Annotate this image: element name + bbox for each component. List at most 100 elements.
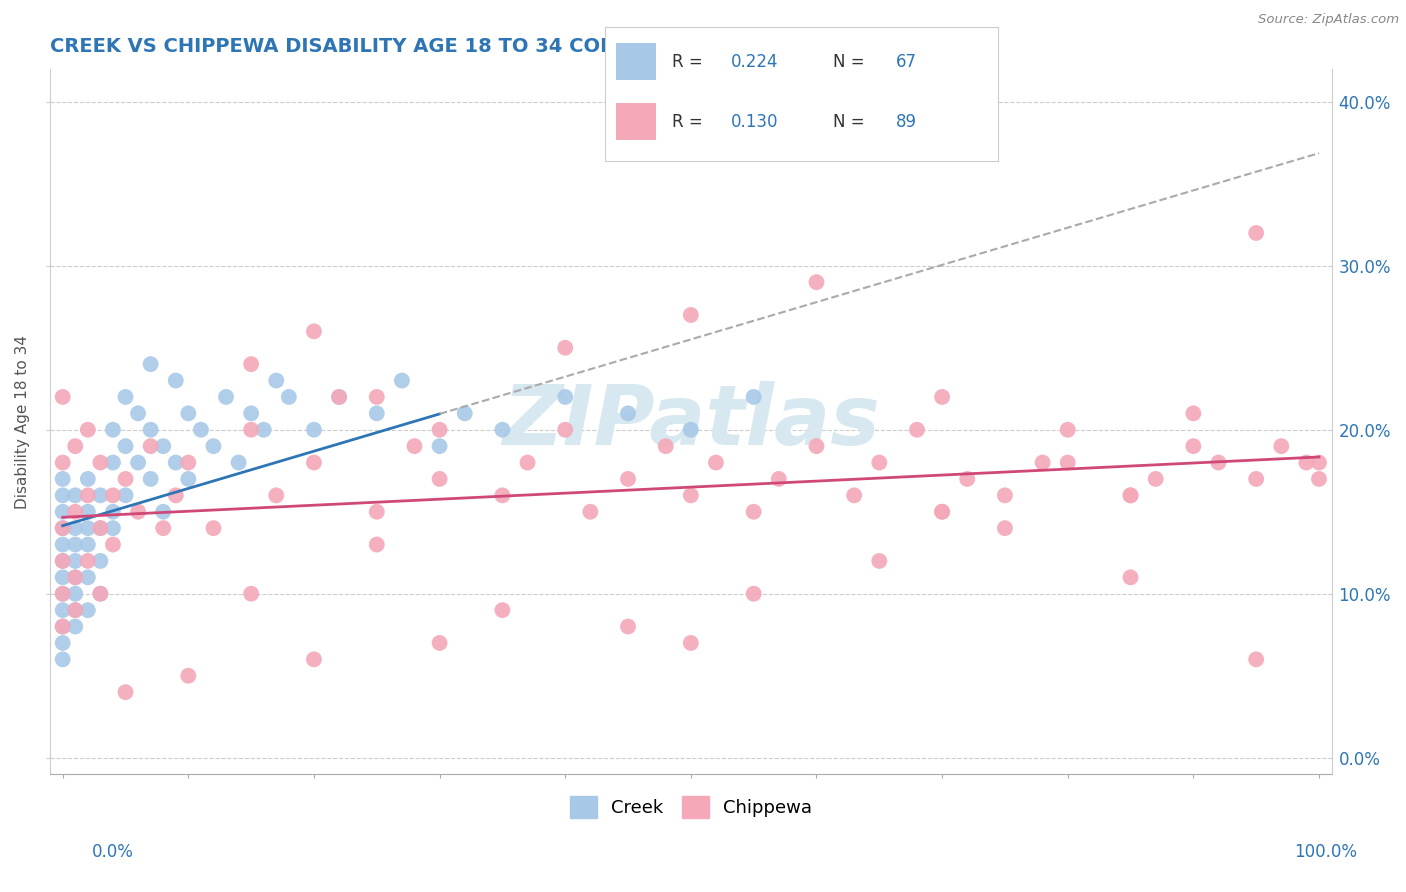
Point <box>302 456 325 470</box>
Text: Source: ZipAtlas.com: Source: ZipAtlas.com <box>1258 13 1399 27</box>
Point <box>165 488 187 502</box>
Point <box>89 521 111 535</box>
Point <box>240 357 263 371</box>
Point <box>742 505 765 519</box>
Point <box>65 619 87 633</box>
Text: R =: R = <box>672 53 707 70</box>
Point <box>454 406 477 420</box>
Point <box>76 505 98 519</box>
Text: 0.0%: 0.0% <box>91 843 134 861</box>
Point <box>1144 472 1167 486</box>
Point <box>302 652 325 666</box>
Point <box>429 636 451 650</box>
Point <box>617 472 640 486</box>
Point <box>52 505 75 519</box>
Point <box>215 390 238 404</box>
Point <box>127 406 149 420</box>
Point <box>931 390 953 404</box>
FancyBboxPatch shape <box>616 103 655 140</box>
Point <box>101 488 124 502</box>
Point <box>1056 423 1078 437</box>
Point <box>429 439 451 453</box>
Point <box>202 521 225 535</box>
Point <box>994 521 1017 535</box>
Point <box>152 505 174 519</box>
Point <box>679 423 702 437</box>
Point <box>328 390 350 404</box>
Point <box>1182 439 1205 453</box>
Point <box>391 374 413 388</box>
Point <box>52 554 75 568</box>
Point <box>101 537 124 551</box>
Point <box>1295 456 1317 470</box>
Point <box>579 505 602 519</box>
Point <box>1032 456 1054 470</box>
Point <box>240 423 263 437</box>
Point <box>679 636 702 650</box>
Point <box>679 488 702 502</box>
Point <box>52 488 75 502</box>
Point <box>302 423 325 437</box>
Point <box>52 587 75 601</box>
Point <box>491 603 513 617</box>
Point <box>152 521 174 535</box>
Point <box>139 439 162 453</box>
Point <box>76 603 98 617</box>
Point <box>65 537 87 551</box>
Point <box>806 275 828 289</box>
Point <box>1308 456 1330 470</box>
Point <box>429 472 451 486</box>
Point <box>65 439 87 453</box>
Point <box>1244 652 1267 666</box>
Point <box>768 472 790 486</box>
Point <box>127 505 149 519</box>
Point <box>617 619 640 633</box>
Point <box>165 374 187 388</box>
Point <box>89 587 111 601</box>
Point <box>177 669 200 683</box>
Point <box>89 587 111 601</box>
Point <box>65 570 87 584</box>
FancyBboxPatch shape <box>616 43 655 80</box>
Point <box>76 488 98 502</box>
Point <box>264 488 287 502</box>
Point <box>114 685 136 699</box>
Point <box>240 406 263 420</box>
Text: 67: 67 <box>896 53 917 70</box>
Point <box>1056 456 1078 470</box>
Point <box>228 456 250 470</box>
Point <box>52 554 75 568</box>
Point <box>491 488 513 502</box>
Point <box>65 570 87 584</box>
Point <box>52 619 75 633</box>
Point <box>65 488 87 502</box>
Point <box>868 554 890 568</box>
Point <box>366 390 388 404</box>
Point <box>202 439 225 453</box>
Point <box>704 456 727 470</box>
Point <box>177 406 200 420</box>
Text: N =: N = <box>832 53 870 70</box>
Point <box>101 505 124 519</box>
Point <box>868 456 890 470</box>
Point <box>1308 472 1330 486</box>
Point <box>89 456 111 470</box>
Point <box>52 456 75 470</box>
Point <box>127 456 149 470</box>
Point <box>101 456 124 470</box>
Point <box>264 374 287 388</box>
Point <box>65 587 87 601</box>
Point <box>277 390 299 404</box>
Point <box>152 439 174 453</box>
Text: 0.224: 0.224 <box>731 53 778 70</box>
Point <box>177 472 200 486</box>
Point <box>52 537 75 551</box>
Point <box>554 423 576 437</box>
Point <box>65 603 87 617</box>
Point <box>366 406 388 420</box>
Text: CREEK VS CHIPPEWA DISABILITY AGE 18 TO 34 CORRELATION CHART: CREEK VS CHIPPEWA DISABILITY AGE 18 TO 3… <box>51 37 803 56</box>
Point <box>516 456 538 470</box>
Point <box>931 505 953 519</box>
Point <box>89 521 111 535</box>
Point <box>52 390 75 404</box>
